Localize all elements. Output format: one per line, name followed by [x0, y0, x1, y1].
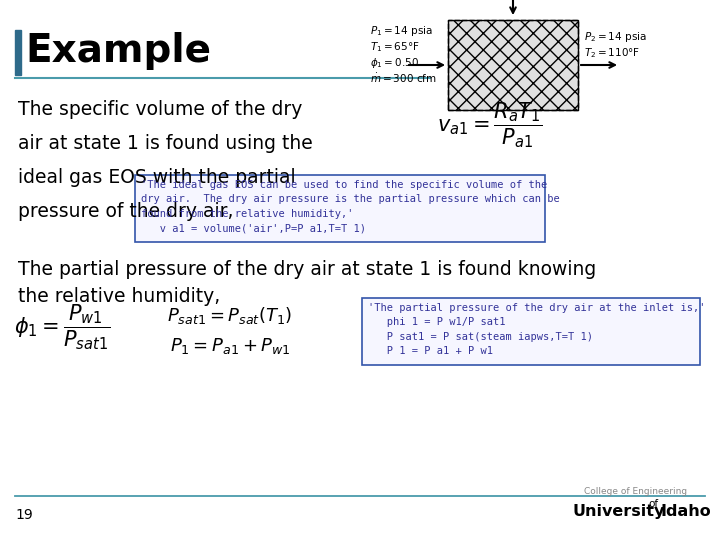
Text: The partial pressure of the dry air at state 1 is found knowing
the relative hum: The partial pressure of the dry air at s… [18, 260, 596, 306]
Text: $P_1 = P_{a1} + P_{w1}$: $P_1 = P_{a1} + P_{w1}$ [170, 336, 290, 356]
Text: Idaho: Idaho [660, 504, 711, 519]
Text: $\phi_1 = 0.50$: $\phi_1 = 0.50$ [370, 56, 419, 70]
Bar [15, 30, 21, 75]
Text: The specific volume of the dry: The specific volume of the dry [18, 100, 302, 119]
Text: $\dot{m} = 300\ \mathsf{cfm}$: $\dot{m} = 300\ \mathsf{cfm}$ [370, 72, 436, 85]
Text: $T_1 = 65°\mathsf{F}$: $T_1 = 65°\mathsf{F}$ [370, 40, 420, 54]
Text: ideal gas EOS with the partial: ideal gas EOS with the partial [18, 168, 296, 187]
Text: of: of [648, 499, 658, 509]
Text: pressure of the dry air,: pressure of the dry air, [18, 202, 233, 221]
Bar [362, 298, 700, 365]
Text: College of Engineering: College of Engineering [584, 487, 687, 496]
Text: $P_{sat1} = P_{sat}\left(T_1\right)$: $P_{sat1} = P_{sat}\left(T_1\right)$ [167, 306, 292, 327]
Text: Example: Example [25, 32, 211, 70]
Text: 'The partial pressure of the dry air at the inlet is,'
   phi 1 = P w1/P sat1
  : 'The partial pressure of the dry air at … [368, 303, 706, 356]
Bar [135, 175, 545, 242]
Text: $\phi_1 = \dfrac{P_{w1}}{P_{sat1}}$: $\phi_1 = \dfrac{P_{w1}}{P_{sat1}}$ [14, 302, 110, 352]
Text: 'The ideal gas EOS can be used to find the specific volume of the
dry air.  The : 'The ideal gas EOS can be used to find t… [141, 180, 559, 233]
Bar [448, 20, 578, 110]
Text: $P_1 = 14\ \mathsf{psia}$: $P_1 = 14\ \mathsf{psia}$ [370, 24, 433, 38]
Bar [448, 20, 578, 110]
Text: $v_{a1} = \dfrac{R_a T_1}{P_{a1}}$: $v_{a1} = \dfrac{R_a T_1}{P_{a1}}$ [437, 100, 543, 150]
Text: air at state 1 is found using the: air at state 1 is found using the [18, 134, 312, 153]
Text: $P_2 = 14\ \mathsf{psia}$: $P_2 = 14\ \mathsf{psia}$ [584, 30, 647, 44]
Text: University: University [572, 504, 665, 519]
Text: 19: 19 [15, 508, 32, 522]
Text: $T_2 = 110°\mathsf{F}$: $T_2 = 110°\mathsf{F}$ [584, 46, 640, 60]
